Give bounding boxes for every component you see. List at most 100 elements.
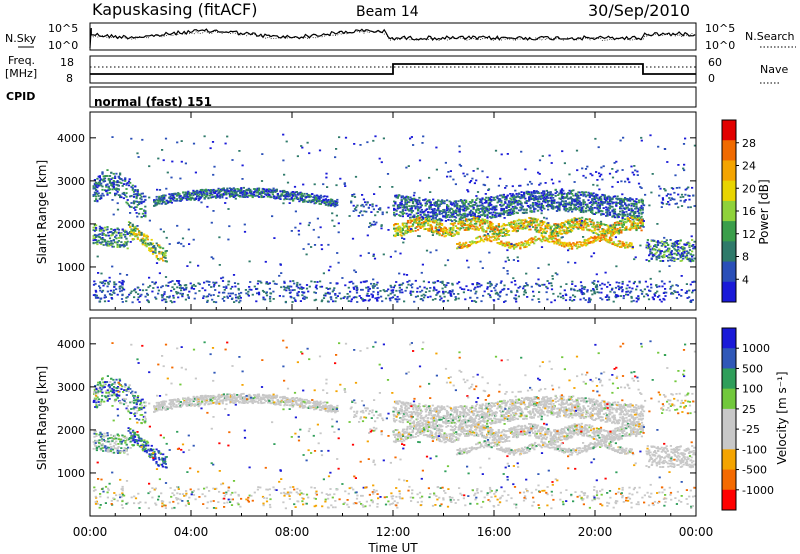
power-point [583, 243, 586, 245]
power-point [627, 228, 630, 231]
power-point [472, 225, 475, 228]
power-point [507, 234, 511, 236]
power-point [543, 239, 546, 242]
power-point [588, 242, 591, 244]
power-point [276, 194, 279, 197]
power-point [177, 282, 180, 284]
power-point [504, 200, 507, 203]
power-point [499, 282, 502, 284]
power-point [102, 180, 105, 183]
power-point [649, 248, 652, 251]
power-point [125, 244, 128, 246]
power-point [187, 296, 190, 298]
power-point [691, 258, 694, 261]
power-point [420, 215, 423, 218]
power-point [164, 252, 167, 254]
power-point [563, 207, 566, 210]
power-point [473, 201, 476, 204]
power-point [667, 244, 670, 246]
power-point [658, 255, 661, 258]
power-point [639, 217, 642, 219]
power-point [226, 297, 229, 299]
power-point [566, 244, 569, 247]
power-point [406, 208, 410, 211]
power-point [125, 201, 128, 204]
power-point [691, 259, 694, 262]
power-point [116, 227, 119, 230]
power-point [518, 227, 521, 230]
power-point [415, 201, 418, 204]
power-point [664, 250, 667, 253]
power-point [523, 224, 526, 227]
power-point [625, 221, 628, 224]
power-point [100, 241, 103, 244]
power-point [507, 230, 511, 232]
power-point [473, 225, 476, 228]
power-point [404, 199, 407, 202]
power-point [605, 238, 608, 240]
power-point [547, 201, 550, 203]
power-point [578, 197, 581, 200]
power-point [566, 232, 569, 235]
power-point [487, 211, 490, 214]
power-point [101, 179, 104, 182]
power-point [577, 222, 580, 225]
freq-trace [90, 63, 696, 75]
power-point [492, 206, 495, 209]
power-point [131, 238, 134, 240]
power-point [663, 244, 666, 247]
power-point [102, 232, 105, 235]
power-point [437, 223, 440, 226]
power-point [271, 193, 274, 196]
power-point [523, 191, 526, 194]
power-point [490, 221, 493, 224]
power-point [550, 205, 553, 208]
power-point [693, 205, 696, 207]
power-point [232, 193, 235, 196]
power-point [119, 172, 122, 175]
power-point [141, 289, 145, 292]
power-point [462, 246, 465, 248]
power-point [307, 195, 310, 198]
power-point [525, 243, 528, 245]
power-point [673, 259, 676, 262]
power-point [550, 233, 553, 236]
power-point [552, 233, 555, 236]
power-point [162, 247, 165, 250]
power-point [429, 203, 432, 206]
power-point [569, 219, 572, 222]
power-point [507, 205, 511, 207]
power-point [653, 253, 656, 256]
power-point [329, 202, 333, 204]
power-point [574, 223, 577, 226]
power-point [418, 220, 421, 223]
power-point [530, 211, 533, 213]
power-point [595, 196, 598, 199]
power-point [331, 290, 334, 293]
power-point [495, 205, 498, 207]
power-point [688, 245, 691, 248]
power-point [441, 234, 444, 237]
power-point [624, 244, 627, 247]
power-point [614, 295, 617, 298]
power-point [180, 197, 184, 200]
power-point [475, 202, 478, 205]
power-point [526, 191, 529, 193]
power-point [374, 223, 377, 226]
power-point [370, 282, 373, 285]
power-point [405, 212, 408, 215]
power-point [218, 195, 221, 198]
power-point [107, 234, 110, 237]
power-point [150, 247, 153, 249]
power-point [441, 199, 444, 202]
power-point [602, 236, 605, 239]
power-point [323, 202, 326, 205]
power-point [365, 203, 368, 206]
power-point [505, 233, 508, 235]
power-point [444, 290, 447, 293]
power-point [439, 281, 442, 283]
power-point [462, 226, 465, 229]
power-point [535, 196, 538, 198]
power-point [283, 189, 286, 192]
power-point [545, 189, 548, 192]
